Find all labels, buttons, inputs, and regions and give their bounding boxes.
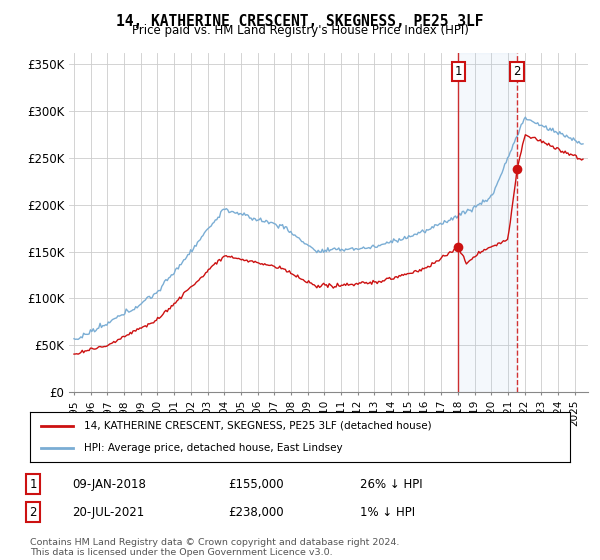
Text: Contains HM Land Registry data © Crown copyright and database right 2024.
This d: Contains HM Land Registry data © Crown c…	[30, 538, 400, 557]
Text: 14, KATHERINE CRESCENT, SKEGNESS, PE25 3LF: 14, KATHERINE CRESCENT, SKEGNESS, PE25 3…	[116, 14, 484, 29]
Bar	[458, 53, 517, 392]
Text: HPI: Average price, detached house, East Lindsey: HPI: Average price, detached house, East…	[84, 443, 343, 453]
Text: £238,000: £238,000	[228, 506, 284, 519]
Text: 26% ↓ HPI: 26% ↓ HPI	[360, 478, 422, 491]
Text: Price paid vs. HM Land Registry's House Price Index (HPI): Price paid vs. HM Land Registry's House …	[131, 24, 469, 37]
Text: 2: 2	[29, 506, 37, 519]
Text: 09-JAN-2018: 09-JAN-2018	[72, 478, 146, 491]
Text: 20-JUL-2021: 20-JUL-2021	[72, 506, 144, 519]
Text: 2: 2	[514, 66, 521, 78]
Text: 14, KATHERINE CRESCENT, SKEGNESS, PE25 3LF (detached house): 14, KATHERINE CRESCENT, SKEGNESS, PE25 3…	[84, 421, 431, 431]
Text: 1% ↓ HPI: 1% ↓ HPI	[360, 506, 415, 519]
Text: 1: 1	[29, 478, 37, 491]
Text: £155,000: £155,000	[228, 478, 284, 491]
Text: 1: 1	[455, 66, 462, 78]
